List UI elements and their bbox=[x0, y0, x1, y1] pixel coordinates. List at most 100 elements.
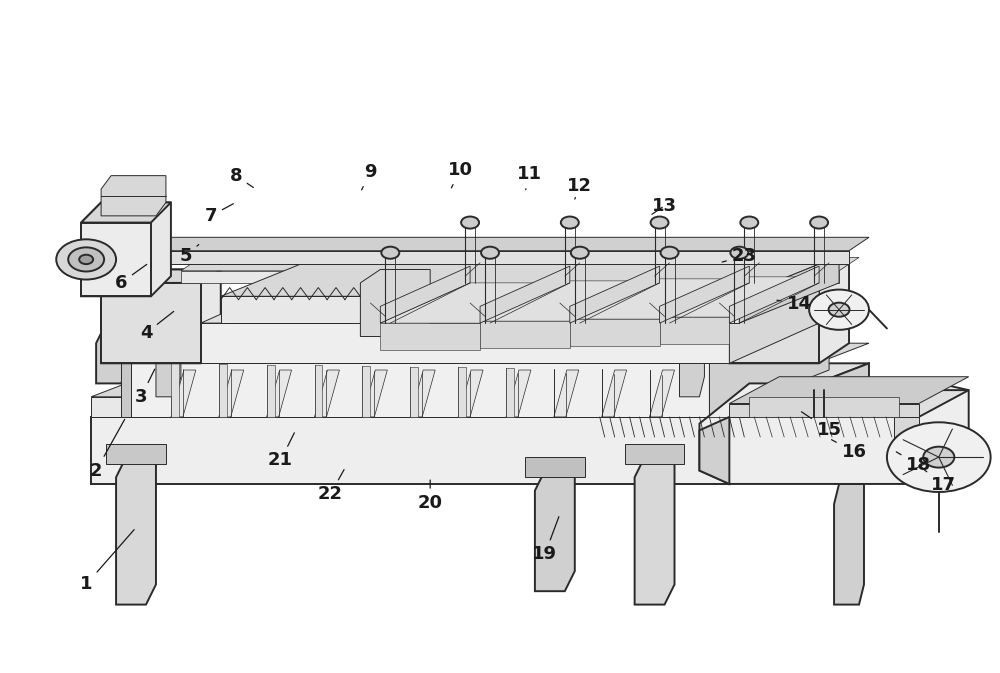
Polygon shape bbox=[660, 277, 819, 317]
Polygon shape bbox=[91, 417, 729, 484]
Text: 18: 18 bbox=[896, 452, 931, 474]
Polygon shape bbox=[156, 283, 181, 397]
Polygon shape bbox=[729, 262, 849, 283]
Circle shape bbox=[571, 247, 589, 258]
Polygon shape bbox=[101, 269, 221, 363]
Polygon shape bbox=[602, 370, 627, 417]
Circle shape bbox=[810, 217, 828, 229]
Polygon shape bbox=[729, 363, 869, 484]
Polygon shape bbox=[362, 370, 387, 417]
Polygon shape bbox=[535, 470, 575, 591]
Circle shape bbox=[461, 217, 479, 229]
Polygon shape bbox=[171, 363, 179, 417]
Polygon shape bbox=[635, 457, 675, 604]
Polygon shape bbox=[380, 266, 470, 323]
Polygon shape bbox=[151, 251, 849, 264]
Polygon shape bbox=[570, 319, 660, 346]
Circle shape bbox=[68, 248, 104, 271]
Polygon shape bbox=[221, 256, 839, 296]
Polygon shape bbox=[360, 269, 430, 336]
Polygon shape bbox=[729, 283, 819, 363]
Polygon shape bbox=[101, 176, 166, 216]
Polygon shape bbox=[219, 370, 244, 417]
Polygon shape bbox=[315, 370, 339, 417]
Polygon shape bbox=[834, 484, 864, 604]
Circle shape bbox=[79, 255, 93, 264]
Circle shape bbox=[730, 247, 748, 258]
Polygon shape bbox=[709, 316, 829, 417]
Polygon shape bbox=[729, 390, 969, 417]
Circle shape bbox=[56, 240, 116, 279]
Polygon shape bbox=[380, 323, 480, 350]
Circle shape bbox=[561, 217, 579, 229]
Text: 4: 4 bbox=[140, 312, 174, 342]
Polygon shape bbox=[121, 363, 131, 417]
Polygon shape bbox=[680, 310, 704, 397]
Circle shape bbox=[809, 289, 869, 330]
Polygon shape bbox=[221, 296, 739, 323]
Polygon shape bbox=[91, 363, 869, 417]
Polygon shape bbox=[729, 404, 919, 417]
Polygon shape bbox=[131, 363, 709, 417]
Polygon shape bbox=[91, 397, 729, 417]
Text: 5: 5 bbox=[180, 244, 199, 265]
Polygon shape bbox=[96, 323, 131, 384]
Text: 9: 9 bbox=[362, 164, 377, 190]
Text: 8: 8 bbox=[229, 167, 253, 188]
Polygon shape bbox=[660, 317, 729, 344]
Polygon shape bbox=[91, 343, 869, 397]
Polygon shape bbox=[554, 370, 579, 417]
Polygon shape bbox=[506, 368, 514, 417]
Polygon shape bbox=[101, 283, 201, 363]
Polygon shape bbox=[181, 257, 859, 271]
Polygon shape bbox=[729, 262, 849, 363]
Polygon shape bbox=[181, 271, 839, 283]
Circle shape bbox=[887, 422, 991, 492]
Polygon shape bbox=[151, 238, 869, 251]
Text: 16: 16 bbox=[832, 439, 867, 461]
Text: 11: 11 bbox=[517, 166, 542, 190]
Polygon shape bbox=[141, 370, 819, 417]
Polygon shape bbox=[650, 370, 675, 417]
Polygon shape bbox=[660, 266, 749, 323]
Polygon shape bbox=[116, 457, 156, 604]
Text: 6: 6 bbox=[115, 264, 147, 292]
Circle shape bbox=[481, 247, 499, 258]
Polygon shape bbox=[458, 367, 466, 417]
Polygon shape bbox=[410, 367, 418, 417]
Circle shape bbox=[661, 247, 679, 258]
Polygon shape bbox=[699, 384, 969, 484]
Circle shape bbox=[923, 447, 954, 468]
Text: 2: 2 bbox=[90, 419, 125, 480]
Text: 12: 12 bbox=[567, 177, 592, 199]
Polygon shape bbox=[219, 364, 227, 417]
Text: 21: 21 bbox=[268, 433, 294, 470]
Text: 17: 17 bbox=[919, 466, 956, 494]
Polygon shape bbox=[525, 457, 585, 477]
Polygon shape bbox=[729, 266, 819, 323]
Text: 14: 14 bbox=[777, 295, 812, 314]
Circle shape bbox=[829, 303, 850, 317]
Polygon shape bbox=[101, 269, 221, 283]
Polygon shape bbox=[480, 266, 570, 323]
Polygon shape bbox=[106, 444, 166, 464]
Polygon shape bbox=[458, 370, 483, 417]
Polygon shape bbox=[410, 370, 435, 417]
Polygon shape bbox=[729, 283, 819, 363]
Polygon shape bbox=[380, 283, 570, 323]
Text: 13: 13 bbox=[652, 197, 677, 215]
Polygon shape bbox=[625, 444, 684, 464]
Polygon shape bbox=[362, 366, 370, 417]
Text: 3: 3 bbox=[135, 369, 155, 406]
Polygon shape bbox=[201, 323, 729, 363]
Circle shape bbox=[740, 217, 758, 229]
Text: 20: 20 bbox=[418, 480, 443, 511]
Polygon shape bbox=[201, 283, 819, 323]
Polygon shape bbox=[267, 365, 275, 417]
Polygon shape bbox=[699, 417, 729, 484]
Polygon shape bbox=[570, 279, 749, 319]
Polygon shape bbox=[267, 370, 292, 417]
Polygon shape bbox=[729, 377, 969, 404]
Polygon shape bbox=[506, 370, 531, 417]
Polygon shape bbox=[480, 321, 570, 348]
